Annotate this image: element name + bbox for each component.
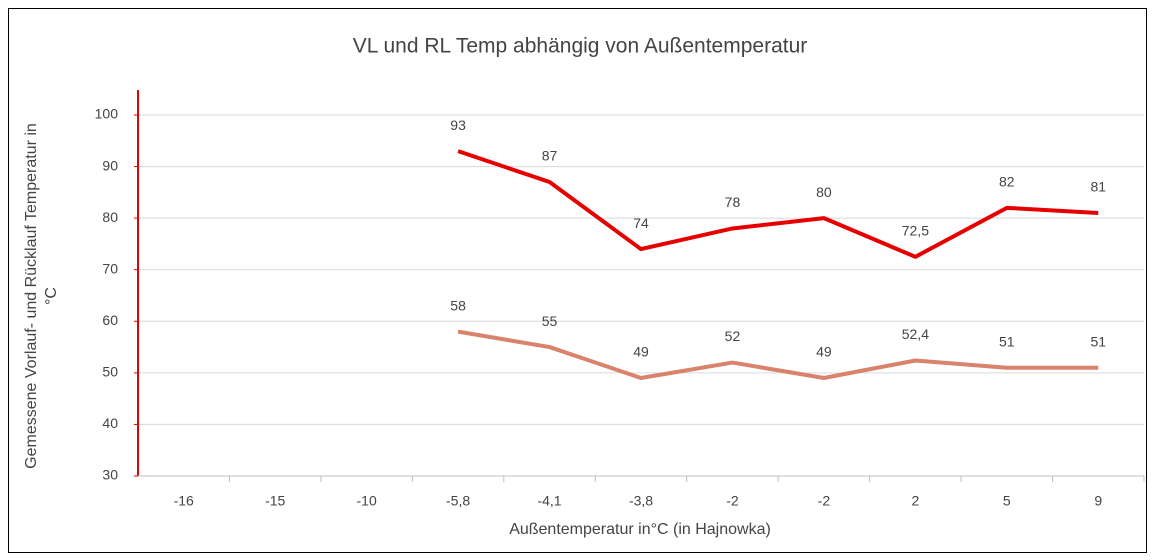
data-label: 55 xyxy=(542,313,558,329)
x-tick-label: -16 xyxy=(174,493,194,509)
x-tick-label: -2 xyxy=(726,493,739,509)
y-tick-label: 40 xyxy=(102,415,118,431)
x-tick-label: -3,8 xyxy=(629,493,653,509)
y-tick-label: 80 xyxy=(102,209,118,225)
y-axis-title-line: Gemessene Vorlauf- und Rücklauf Temperat… xyxy=(23,123,40,469)
y-tick-label: 90 xyxy=(102,157,118,173)
y-axis-title: Gemessene Vorlauf- und Rücklauf Temperat… xyxy=(23,123,60,469)
series-line xyxy=(457,329,1099,381)
data-label: 93 xyxy=(450,117,466,133)
y-tick-label: 100 xyxy=(95,106,119,122)
x-axis-title: Außentemperatur in°C (in Hajnowka) xyxy=(509,521,771,538)
x-tick-label: 2 xyxy=(911,493,919,509)
data-label: 81 xyxy=(1090,179,1106,195)
x-tick-label: -5,8 xyxy=(446,493,470,509)
x-tick-label: 5 xyxy=(1003,493,1011,509)
x-tick-label: -15 xyxy=(265,493,285,509)
chart-title: VL und RL Temp abhängig von Außentempera… xyxy=(353,35,808,58)
data-label: 80 xyxy=(816,184,832,200)
x-tick-label: -4,1 xyxy=(537,493,561,509)
data-label: 58 xyxy=(450,297,466,313)
data-label: 72,5 xyxy=(902,223,929,239)
y-tick-label: 50 xyxy=(102,364,118,380)
data-label: 51 xyxy=(999,333,1015,349)
y-axis-title-line: °C xyxy=(43,287,60,305)
data-label: 82 xyxy=(999,174,1015,190)
data-label: 52 xyxy=(725,328,741,344)
data-label: 52,4 xyxy=(902,326,929,342)
y-tick-label: 60 xyxy=(102,312,118,328)
data-label: 78 xyxy=(725,194,741,210)
chart-border xyxy=(8,8,1147,553)
data-label: 49 xyxy=(816,344,832,360)
data-label: 51 xyxy=(1090,333,1106,349)
series-line xyxy=(457,149,1099,259)
y-tick-label: 70 xyxy=(102,260,118,276)
x-tick-label: -2 xyxy=(818,493,831,509)
x-tick-label: -10 xyxy=(357,493,377,509)
y-tick-label: 30 xyxy=(102,467,118,483)
data-label: 87 xyxy=(542,148,558,164)
x-tick-label: 9 xyxy=(1094,493,1102,509)
data-label: 49 xyxy=(633,344,649,360)
data-label: 74 xyxy=(633,215,649,231)
